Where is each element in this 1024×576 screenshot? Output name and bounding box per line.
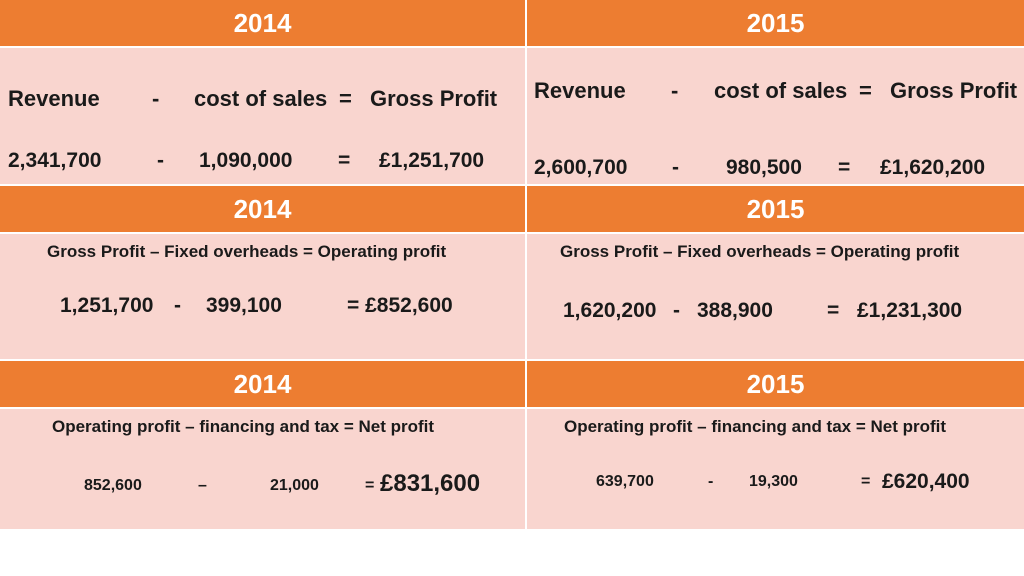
operating-formula: Gross Profit – Fixed overheads = Operati… xyxy=(560,242,960,261)
operating-profit-value: 852,600 xyxy=(84,477,142,494)
formula-minus: - xyxy=(671,78,679,103)
equals-sign: = xyxy=(861,473,871,490)
equals-sign: = xyxy=(365,477,375,494)
minus-sign: - xyxy=(157,149,164,172)
year-label: 2015 xyxy=(746,7,805,38)
header-2014-operating: 2014 xyxy=(0,186,525,232)
gross-profit-value: £1,251,700 xyxy=(379,149,485,172)
minus-sign: - xyxy=(174,294,181,317)
cell-2015-net xyxy=(527,409,1024,529)
formula-equals: = xyxy=(339,86,352,111)
formula-cost: cost of sales xyxy=(194,86,328,111)
year-label: 2014 xyxy=(233,193,292,224)
formula-revenue: Revenue xyxy=(534,78,626,103)
net-profit-value: £620,400 xyxy=(882,470,970,493)
cost-value: 1,090,000 xyxy=(199,149,293,172)
formula-revenue: Revenue xyxy=(8,86,100,111)
formula-equals: = xyxy=(859,78,872,103)
net-formula: Operating profit – financing and tax = N… xyxy=(564,417,947,436)
formula-result: Gross Profit xyxy=(370,86,498,111)
cell-2014-net xyxy=(0,409,525,529)
header-2015-gross: 2015 xyxy=(527,0,1024,46)
cell-2014-operating xyxy=(0,234,525,359)
minus-sign: – xyxy=(198,477,207,494)
revenue-value: 2,600,700 xyxy=(534,156,628,179)
header-2014-net: 2014 xyxy=(0,361,525,407)
minus-sign: - xyxy=(708,473,714,490)
net-profit-value: £831,600 xyxy=(380,470,481,497)
gross-profit-value: 1,251,700 xyxy=(60,294,154,317)
overheads-value: 399,100 xyxy=(206,294,282,317)
cell-2015-gross xyxy=(527,48,1024,184)
year-label: 2014 xyxy=(233,7,292,38)
header-2014-gross: 2014 xyxy=(0,0,525,46)
net-formula: Operating profit – financing and tax = N… xyxy=(52,417,435,436)
cell-2015-operating xyxy=(527,234,1024,359)
overheads-value: 388,900 xyxy=(697,299,773,322)
equals-sign: = xyxy=(827,299,840,322)
gross-profit-value: £1,620,200 xyxy=(880,156,986,179)
revenue-value: 2,341,700 xyxy=(8,149,102,172)
minus-sign: - xyxy=(673,299,680,322)
year-label: 2014 xyxy=(233,368,292,399)
equals-sign: = xyxy=(838,156,851,179)
header-2015-operating: 2015 xyxy=(527,186,1024,232)
gross-profit-value: 1,620,200 xyxy=(563,299,657,322)
operating-profit-value: 639,700 xyxy=(596,473,654,490)
minus-sign: - xyxy=(672,156,679,179)
equals-sign: = xyxy=(338,149,351,172)
year-label: 2015 xyxy=(746,368,805,399)
financing-tax-value: 21,000 xyxy=(270,477,319,494)
cell-2014-gross xyxy=(0,48,525,184)
operating-formula: Gross Profit – Fixed overheads = Operati… xyxy=(47,242,447,261)
formula-minus: - xyxy=(152,86,160,111)
year-label: 2015 xyxy=(746,193,805,224)
operating-profit-value: £1,231,300 xyxy=(857,299,963,322)
financing-tax-value: 19,300 xyxy=(749,473,798,490)
header-2015-net: 2015 xyxy=(527,361,1024,407)
operating-profit-value: = £852,600 xyxy=(347,294,453,317)
cost-value: 980,500 xyxy=(726,156,802,179)
formula-result: Gross Profit xyxy=(890,78,1018,103)
formula-cost: cost of sales xyxy=(714,78,848,103)
